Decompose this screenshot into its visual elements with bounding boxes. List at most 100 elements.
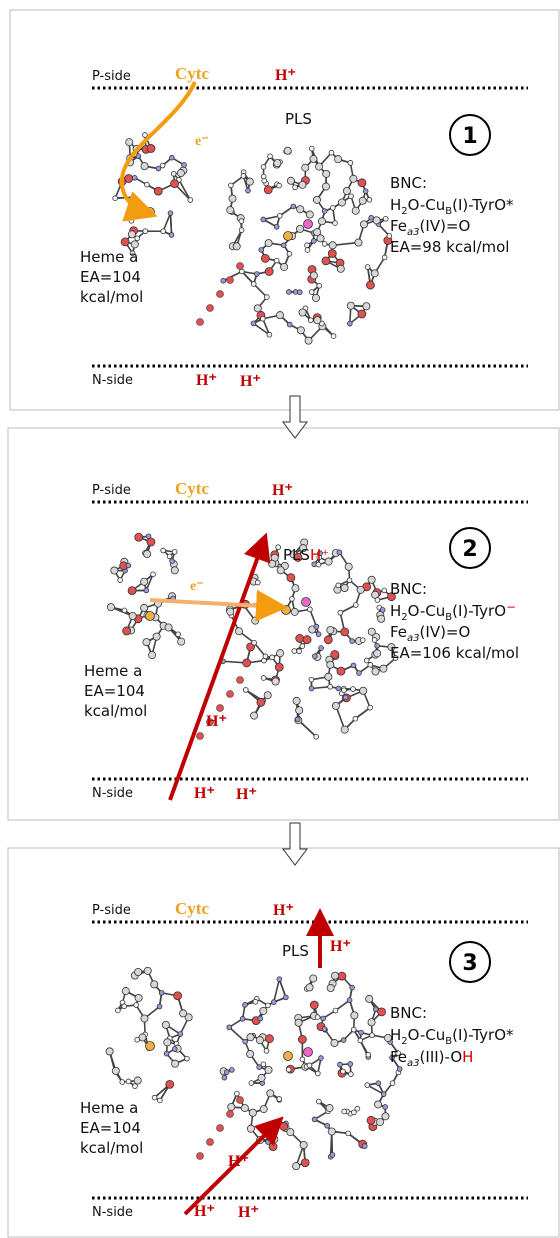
atom — [239, 269, 244, 274]
atom — [112, 1067, 119, 1074]
atom — [134, 1003, 139, 1008]
atom — [341, 628, 349, 636]
atom — [275, 663, 283, 671]
atom — [383, 216, 388, 221]
atom — [257, 698, 265, 706]
heme: Heme a — [84, 662, 142, 680]
atom — [351, 663, 356, 668]
pls: PLS — [285, 110, 312, 128]
atom — [265, 239, 272, 246]
metal — [304, 1048, 313, 1057]
atom — [348, 1062, 353, 1067]
atom — [176, 632, 181, 637]
atom — [378, 615, 385, 622]
atom — [233, 243, 240, 250]
bnc-ea: EA=106 kcal/mol — [390, 644, 519, 662]
atom — [331, 334, 336, 339]
bnc-line: H2O-CuB(I)-TyrO− — [390, 600, 516, 623]
atom — [367, 197, 372, 202]
atom — [168, 211, 173, 216]
proton: H⁺ — [194, 1203, 215, 1220]
atom — [363, 189, 368, 194]
atom — [247, 1034, 254, 1041]
proton: H⁺ — [228, 1153, 249, 1170]
atom — [351, 1110, 356, 1115]
atom — [266, 1003, 271, 1008]
atom — [368, 705, 373, 710]
atom — [368, 576, 375, 583]
atom — [348, 160, 353, 165]
atom — [113, 196, 118, 201]
atom — [328, 249, 336, 257]
atom — [243, 688, 248, 693]
atom — [342, 688, 347, 693]
atom — [351, 1027, 356, 1032]
t: (I)-TyrO* — [452, 196, 514, 214]
atom — [125, 174, 133, 182]
atom — [307, 607, 312, 612]
atom — [146, 534, 151, 539]
atom — [126, 1079, 131, 1084]
atom — [293, 697, 300, 704]
atom — [383, 1105, 388, 1110]
atom — [347, 302, 354, 309]
atom — [259, 247, 264, 252]
atom — [307, 1063, 312, 1068]
atom — [319, 646, 324, 651]
atom — [135, 533, 143, 541]
atom — [360, 687, 367, 694]
atom — [252, 617, 259, 624]
electron: e⁻ — [195, 134, 209, 149]
atom — [312, 1117, 317, 1122]
atom — [316, 1099, 321, 1104]
atom — [310, 1001, 318, 1009]
atom — [310, 155, 317, 162]
water — [227, 691, 234, 698]
atom — [143, 229, 148, 234]
atom — [317, 283, 322, 288]
atom — [131, 195, 136, 200]
atom — [271, 1136, 278, 1143]
atom — [322, 209, 327, 214]
atom — [286, 1067, 291, 1072]
atom — [272, 678, 279, 685]
atom — [136, 154, 141, 159]
atom — [374, 650, 381, 657]
atom — [252, 640, 257, 645]
atom — [297, 290, 302, 295]
atom — [297, 327, 304, 334]
atom — [277, 650, 284, 657]
atom — [348, 1072, 353, 1077]
atom — [314, 317, 321, 324]
atom — [266, 1140, 271, 1145]
atom — [171, 171, 176, 176]
atom — [347, 321, 352, 326]
t: a3 — [407, 1058, 420, 1069]
atom — [141, 1015, 148, 1022]
atom — [382, 588, 387, 593]
t: H — [390, 196, 401, 214]
bnc-line: H2O-CuB(I)-TyrO* — [390, 196, 514, 217]
atom — [374, 1101, 381, 1108]
atom — [261, 254, 269, 262]
atom — [265, 1066, 272, 1073]
atom — [131, 212, 136, 217]
atom — [319, 1056, 324, 1061]
atom — [381, 1092, 386, 1097]
atom — [293, 185, 298, 190]
atom — [144, 182, 149, 187]
atom — [324, 636, 332, 644]
t: (I)-TyrO — [452, 602, 506, 620]
atom — [291, 608, 298, 615]
atom — [165, 624, 172, 631]
atom — [297, 649, 302, 654]
proton: H⁺ — [275, 67, 296, 84]
atom — [129, 612, 136, 619]
atom — [277, 213, 282, 218]
heme: Heme a — [80, 1099, 138, 1117]
atom — [357, 671, 362, 676]
atom — [258, 1074, 265, 1081]
atom — [365, 265, 370, 270]
atom — [106, 1048, 113, 1055]
atom — [255, 580, 260, 585]
